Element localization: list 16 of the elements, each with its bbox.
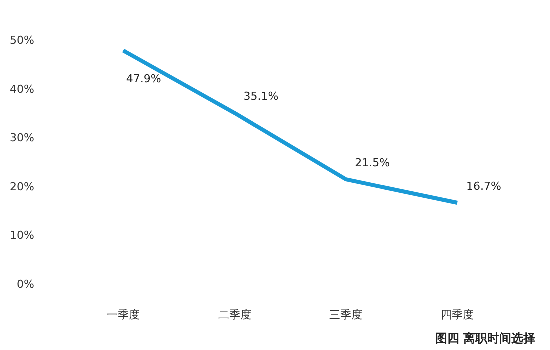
y-tick-label: 0% bbox=[17, 278, 34, 291]
text: 图四 离职时间选择 bbox=[435, 332, 536, 346]
y-tick-label: 50% bbox=[10, 34, 35, 47]
data-label: 16.7% bbox=[466, 180, 502, 194]
data-label: 35.1% bbox=[244, 90, 279, 104]
y-tick-label: 10% bbox=[10, 229, 35, 242]
x-tick-label: 二季度 bbox=[218, 308, 252, 322]
y-tick-label: 40% bbox=[10, 82, 35, 96]
data-label: 47.9% bbox=[126, 72, 162, 86]
x-tick-label: 四季度 bbox=[441, 308, 474, 322]
data-label: 21.5% bbox=[355, 156, 390, 170]
y-tick-label: 20% bbox=[10, 180, 35, 194]
line-series bbox=[121, 48, 460, 206]
y-tick-label: 30% bbox=[10, 132, 35, 145]
x-tick-label: 三季度 bbox=[330, 308, 363, 322]
x-tick-label: 一季度 bbox=[106, 308, 140, 322]
